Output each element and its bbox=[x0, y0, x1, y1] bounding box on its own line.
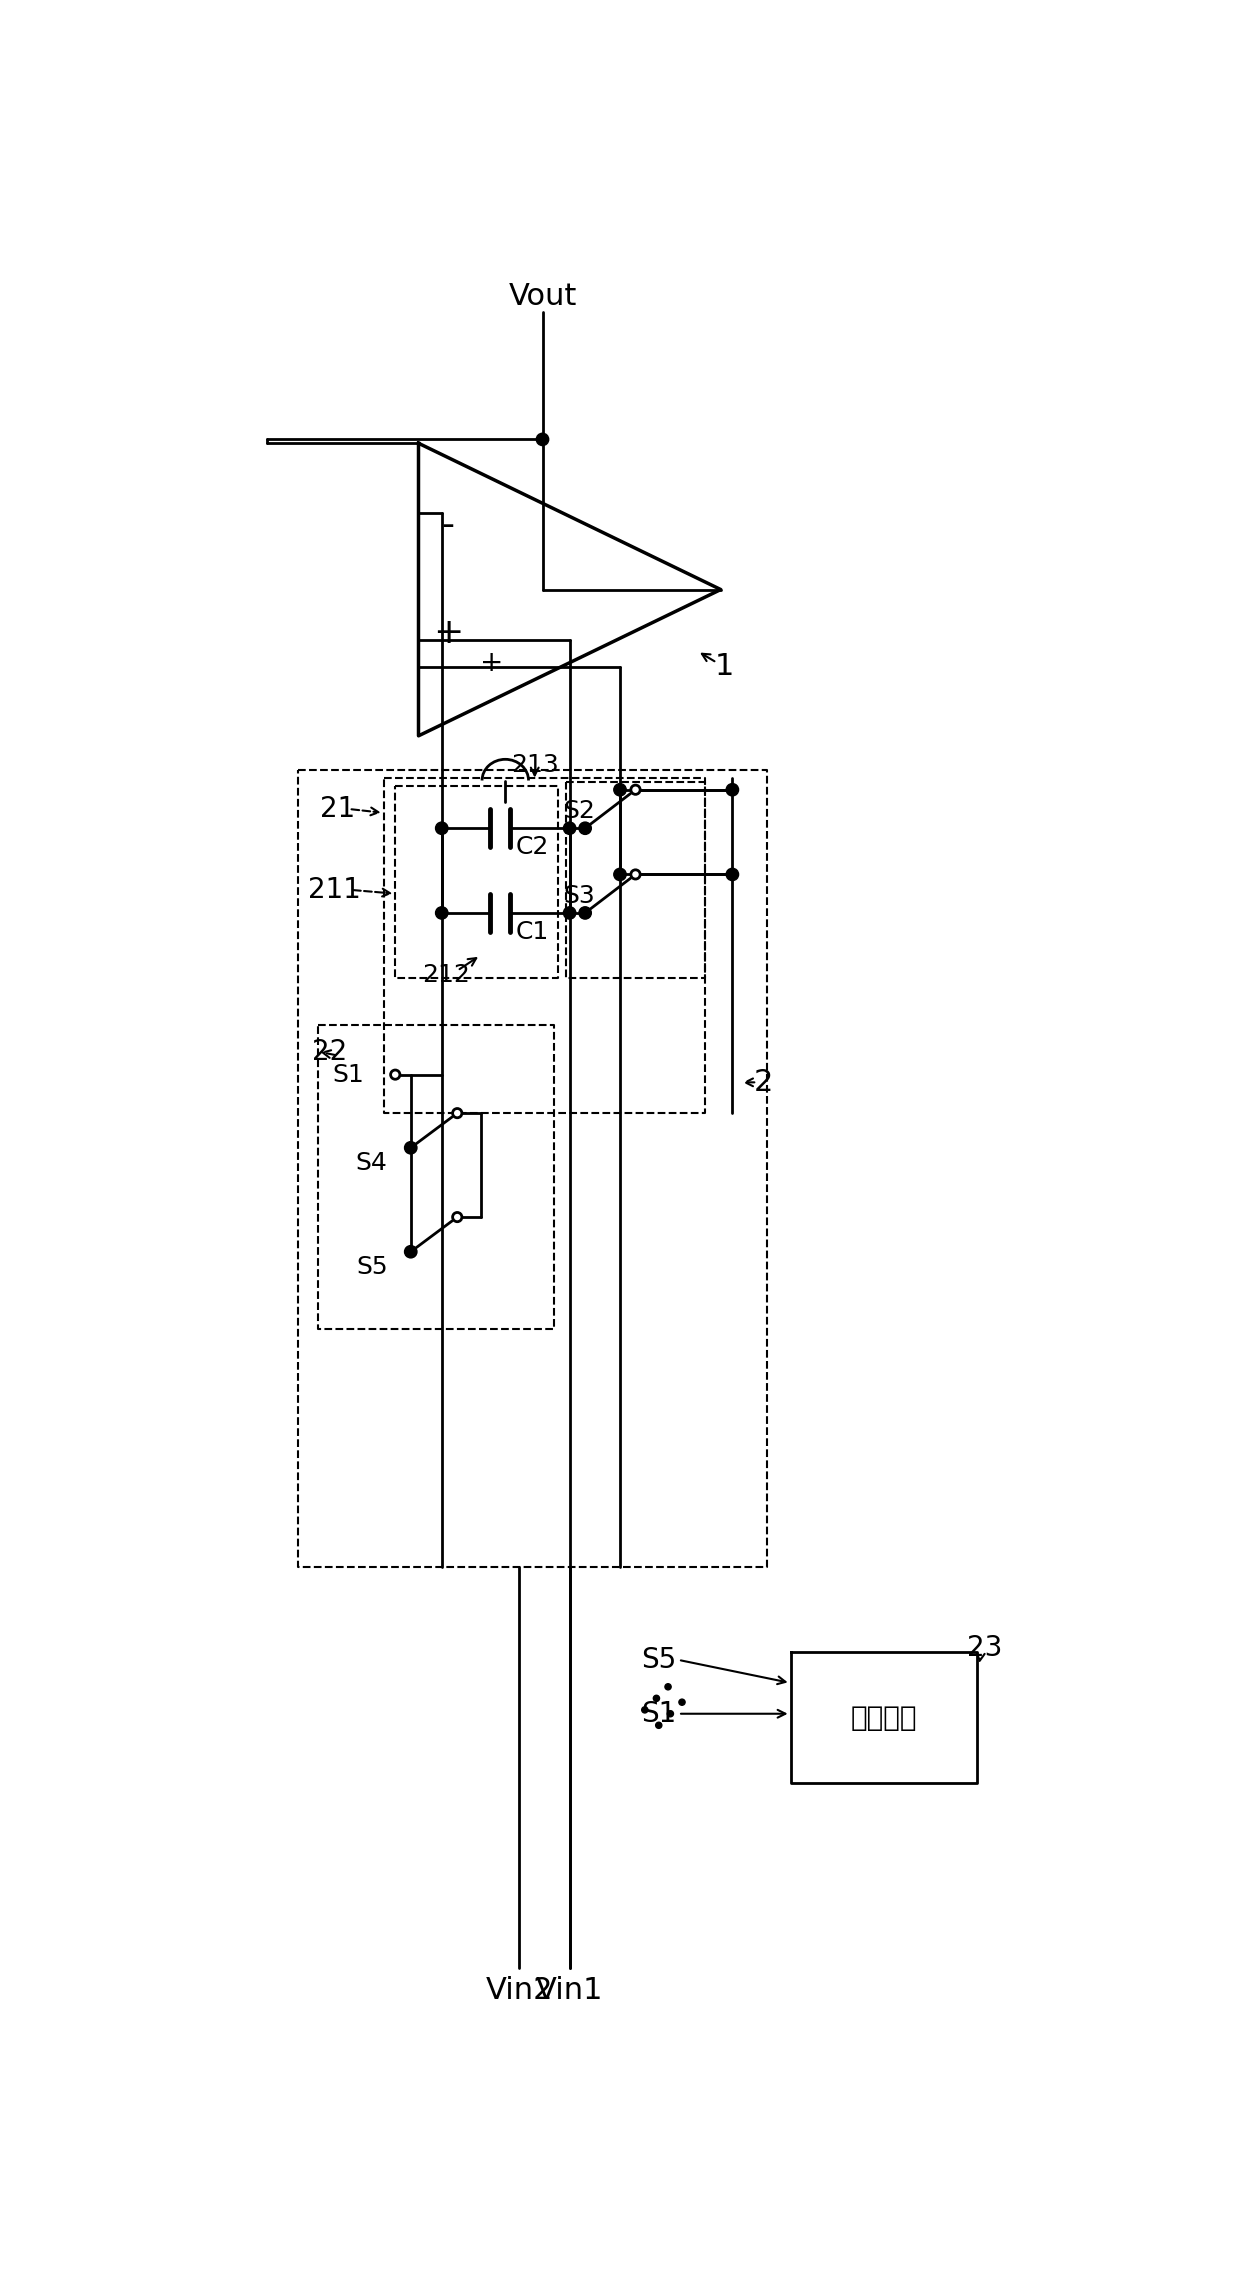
Circle shape bbox=[563, 906, 575, 920]
Circle shape bbox=[614, 783, 626, 796]
Circle shape bbox=[727, 867, 739, 881]
Text: +: + bbox=[433, 616, 463, 650]
Text: 211: 211 bbox=[309, 876, 361, 904]
Text: Vout: Vout bbox=[508, 283, 577, 310]
Circle shape bbox=[407, 1248, 415, 1257]
Text: -: - bbox=[441, 509, 454, 543]
Text: S3: S3 bbox=[564, 883, 595, 908]
Text: 212: 212 bbox=[422, 963, 470, 986]
Circle shape bbox=[407, 1143, 415, 1152]
Circle shape bbox=[665, 1684, 671, 1691]
Text: C2: C2 bbox=[516, 835, 549, 860]
Circle shape bbox=[680, 1700, 684, 1705]
Circle shape bbox=[631, 785, 640, 794]
Circle shape bbox=[631, 869, 640, 879]
Circle shape bbox=[579, 822, 591, 835]
Text: S5: S5 bbox=[641, 1645, 676, 1673]
Text: 22: 22 bbox=[311, 1038, 347, 1066]
Circle shape bbox=[642, 1707, 649, 1714]
Text: 21: 21 bbox=[320, 794, 355, 824]
Circle shape bbox=[435, 822, 448, 835]
Circle shape bbox=[391, 1070, 399, 1079]
Circle shape bbox=[727, 783, 739, 796]
Circle shape bbox=[453, 1109, 463, 1118]
Text: 23: 23 bbox=[966, 1634, 1002, 1661]
Circle shape bbox=[563, 822, 575, 835]
Text: Vin1: Vin1 bbox=[536, 1976, 604, 2006]
Circle shape bbox=[435, 906, 448, 920]
Text: S4: S4 bbox=[356, 1150, 387, 1175]
Text: 控制单元: 控制单元 bbox=[851, 1705, 916, 1732]
Circle shape bbox=[404, 1141, 417, 1155]
Circle shape bbox=[579, 906, 591, 920]
Circle shape bbox=[453, 1212, 463, 1221]
Text: S2: S2 bbox=[564, 799, 595, 824]
Text: S1: S1 bbox=[332, 1063, 365, 1086]
Circle shape bbox=[580, 824, 590, 833]
Circle shape bbox=[536, 434, 549, 445]
Circle shape bbox=[404, 1246, 417, 1257]
Text: S5: S5 bbox=[356, 1255, 387, 1280]
Text: Vin2: Vin2 bbox=[486, 1976, 553, 2006]
Text: 213: 213 bbox=[511, 753, 559, 778]
Text: S1: S1 bbox=[641, 1700, 676, 1727]
Circle shape bbox=[614, 867, 626, 881]
Text: C1: C1 bbox=[516, 920, 548, 945]
Circle shape bbox=[667, 1712, 673, 1716]
Circle shape bbox=[656, 1723, 662, 1727]
Text: +: + bbox=[480, 648, 503, 678]
Circle shape bbox=[580, 908, 590, 917]
Text: 2: 2 bbox=[754, 1068, 773, 1098]
Circle shape bbox=[653, 1696, 660, 1702]
Text: 1: 1 bbox=[715, 653, 734, 680]
